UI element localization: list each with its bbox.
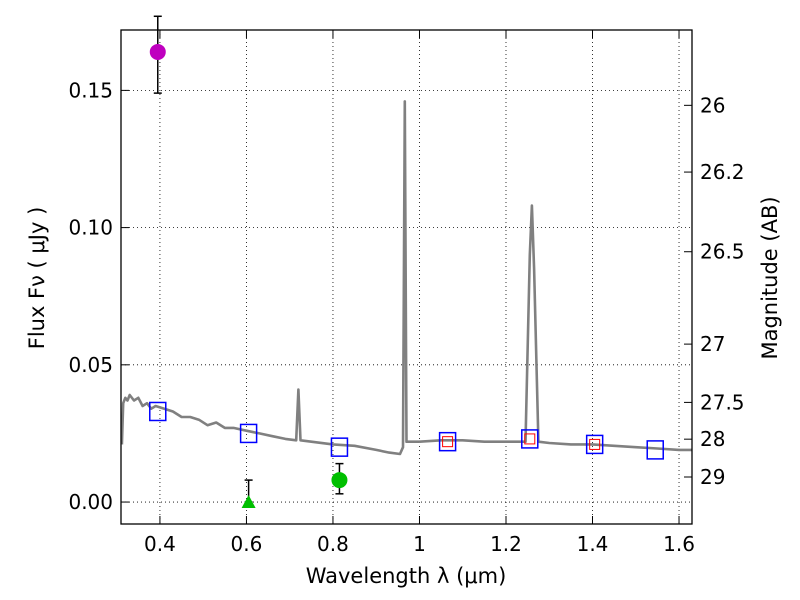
x-tick-label: 0.8 [317,532,349,556]
mag-tick-label: 28 [700,427,725,451]
model-flux-square [438,431,457,452]
x-tick-label: 0.6 [231,532,263,556]
observed-point-triangle [241,495,256,509]
model-flux-square [149,401,167,422]
x-tick-label: 0.4 [144,532,176,556]
x-axis-title: Wavelength λ (μm) [306,564,507,588]
x-tick-label: 1.6 [663,532,695,556]
tick-layer: 0.4 0.6 0.8 1 1.2 1.4 1.6 0.00 0.05 0.10 0.15 26 26.… [68,30,745,556]
spectrum-layer [120,100,692,456]
mag-tick-label: 27.5 [700,390,745,414]
model-flux-square [239,423,258,444]
model-flux-square [646,440,664,460]
right-axis-title: Magnitude (AB) [758,196,782,359]
model-flux-small-square [589,438,601,450]
mag-tick-label: 27 [700,332,725,356]
plot-frame [120,29,693,525]
marker-layer [149,15,664,509]
y-axis-title: Flux Fν ( μJy ) [25,207,49,350]
template-spectrum-line [120,100,692,456]
y-tick-label: 0.10 [68,216,113,240]
model-flux-square [585,434,604,455]
mag-tick-label: 26 [700,93,725,117]
y-tick-label: 0.15 [68,78,113,102]
model-flux-small-square [524,433,536,445]
x-tick-label: 1.4 [577,532,609,556]
model-flux-small-square [442,436,454,448]
mag-tick-label: 29 [700,465,725,489]
y-tick-label: 0.00 [68,490,113,514]
x-tick-label: 1 [413,532,426,556]
mag-tick-label: 26.5 [700,240,745,264]
x-tick-label: 1.2 [490,532,522,556]
mag-tick-label: 26.2 [700,160,745,184]
y-tick-label: 0.05 [68,353,113,377]
model-flux-square [330,437,349,457]
model-flux-square [521,429,539,449]
observed-point-circle [149,43,166,60]
observed-point-circle [331,472,348,489]
